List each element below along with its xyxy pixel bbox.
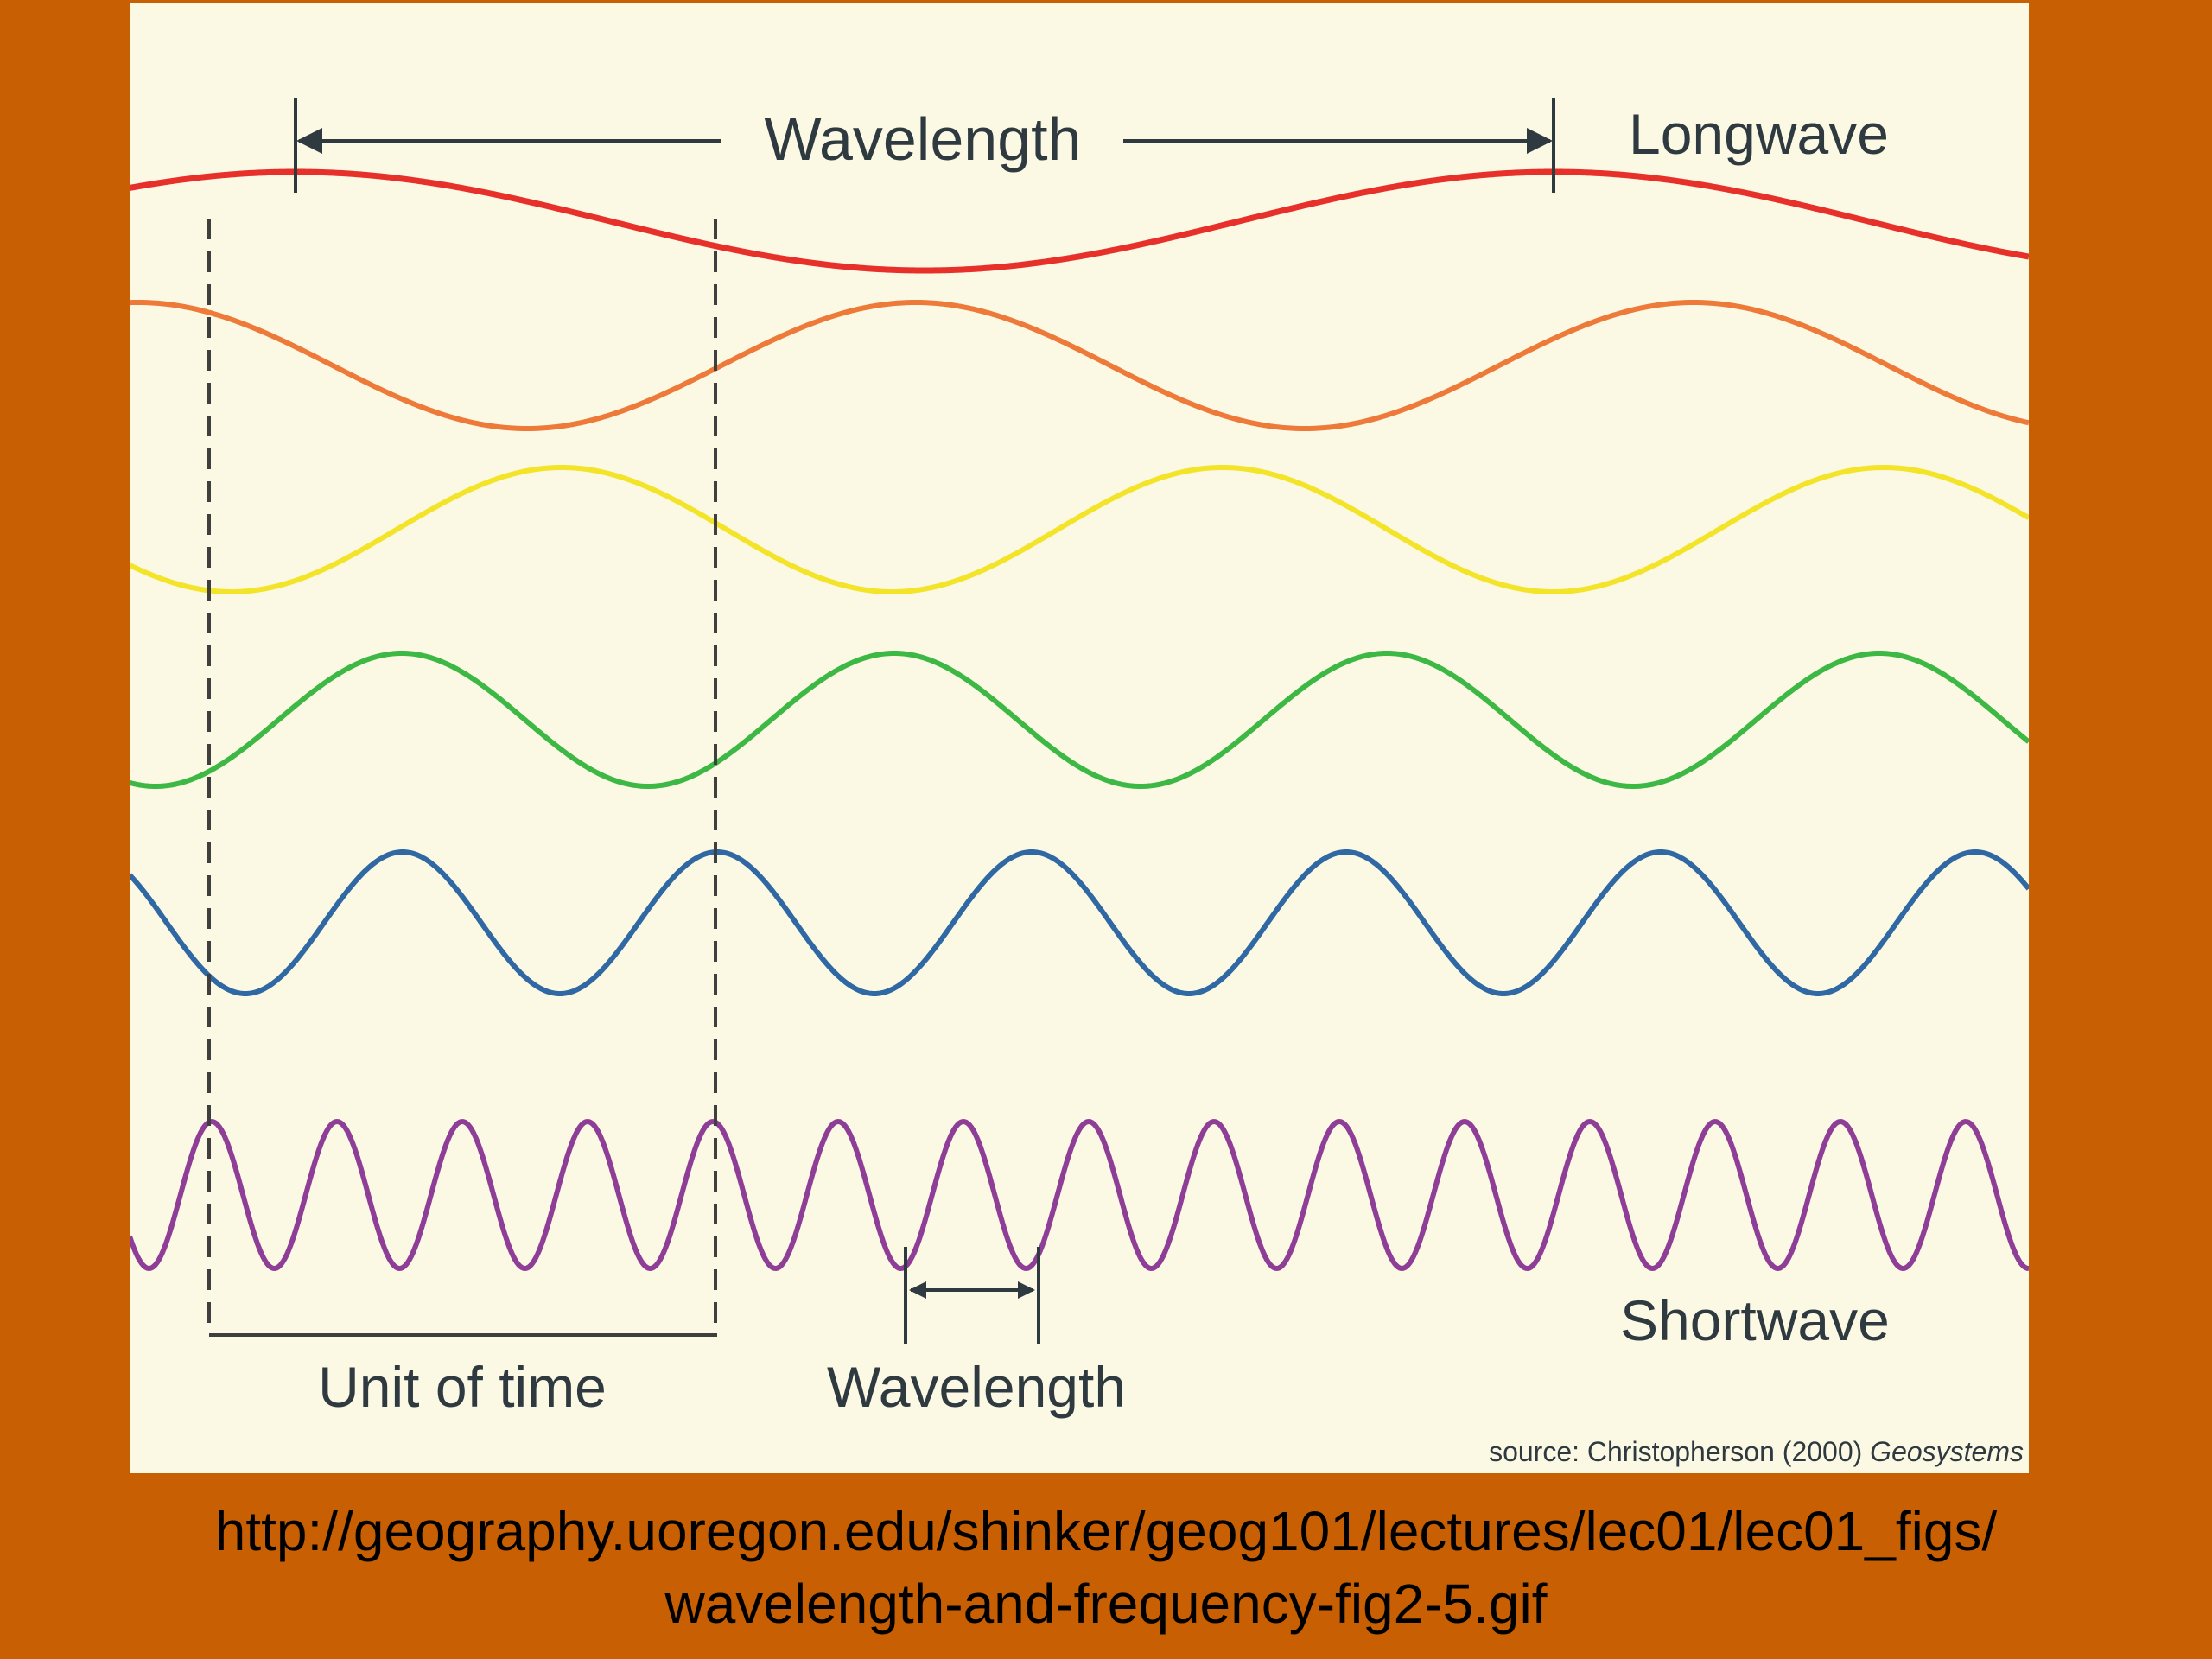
- yellow-wave: [130, 464, 2029, 595]
- green-wave: [130, 651, 2029, 790]
- top-wavelength-label: Wavelength: [764, 105, 1081, 173]
- bottom-wavelength-dimension: [904, 1247, 1040, 1344]
- blue-wave: [130, 849, 2029, 997]
- longwave-label: Longwave: [1629, 102, 1889, 166]
- purple-wave: [130, 1118, 2029, 1272]
- source-credit-prefix: source: Christopherson (2000): [1489, 1436, 1870, 1467]
- source-credit-title: Geosystems: [1870, 1436, 2024, 1467]
- top-wavelength-dimension: Wavelength: [294, 98, 1555, 193]
- wave-diagram: Wavelength Longwave Unit of time Wavelen…: [130, 98, 2029, 1467]
- red-wave: [130, 168, 2029, 274]
- unit-of-time-label: Unit of time: [318, 1355, 607, 1419]
- source-credit: source: Christopherson (2000) Geosystems: [1489, 1436, 2024, 1467]
- unit-of-time-bracket: [207, 219, 717, 1337]
- shortwave-label: Shortwave: [1620, 1288, 1890, 1352]
- caption-line-1: http://geography.uoregon.edu/shinker/geo…: [214, 1500, 1998, 1562]
- figure-caption-url: http://geography.uoregon.edu/shinker/geo…: [0, 1495, 2212, 1640]
- wavelength-frequency-figure: Wavelength Longwave Unit of time Wavelen…: [130, 3, 2029, 1473]
- orange-wave: [130, 299, 2029, 432]
- caption-line-2: wavelength-and-frequency-fig2-5.gif: [664, 1573, 1548, 1635]
- bottom-wavelength-label: Wavelength: [827, 1355, 1126, 1419]
